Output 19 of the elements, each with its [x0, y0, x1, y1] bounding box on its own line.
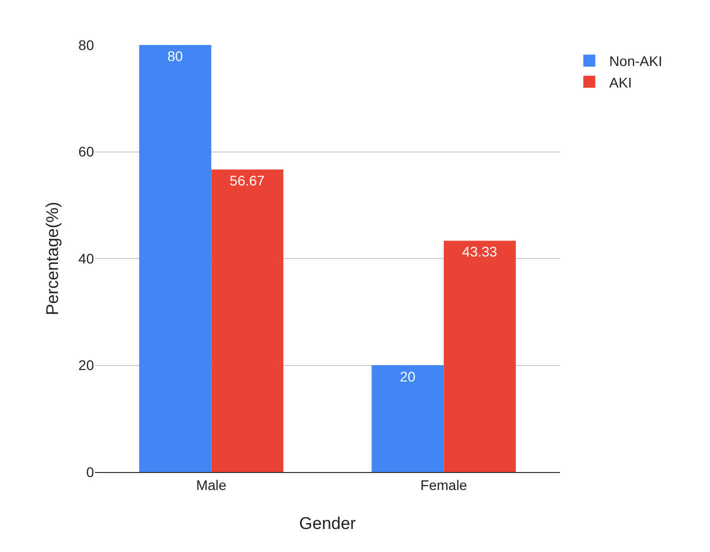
y-tick-label: 60 [78, 144, 94, 160]
bar [139, 45, 212, 472]
data-label: 80 [167, 48, 184, 64]
x-tick-label: Male [196, 476, 227, 493]
legend-label: Non-AKI [609, 53, 662, 70]
data-label: 43.33 [462, 244, 498, 260]
bar [372, 365, 444, 472]
y-tick-label: 0 [86, 464, 94, 480]
data-label: 20 [400, 368, 416, 384]
y-tick-label: 40 [78, 250, 94, 266]
x-tick-label: Female [420, 476, 468, 493]
y-axis-title: Percentage(%) [42, 202, 62, 316]
y-tick-label: 80 [78, 36, 94, 53]
data-label: 56.67 [230, 172, 265, 189]
bar [444, 240, 516, 472]
x-axis-title: Gender [299, 514, 356, 534]
bar [211, 170, 284, 472]
legend-label: AKI [609, 74, 632, 90]
y-tick-label: 20 [78, 357, 94, 374]
